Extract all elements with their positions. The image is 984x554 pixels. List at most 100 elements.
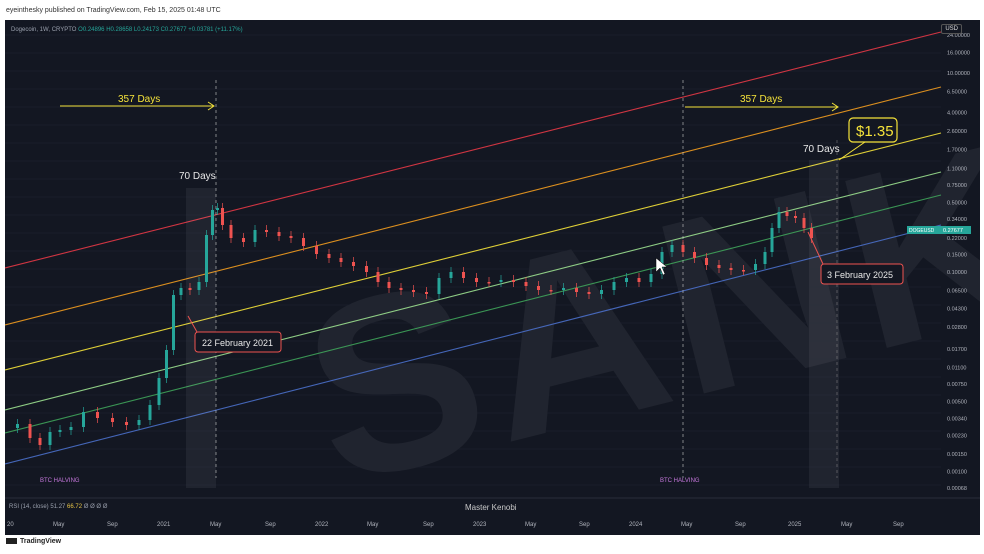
x-tick-label: Sep [265, 522, 276, 528]
x-tick-label: May [53, 522, 64, 528]
candle-body [253, 230, 257, 242]
y-tick-label: 0.00750 [947, 382, 967, 388]
candle-body [449, 272, 453, 278]
candle-body [205, 235, 208, 282]
legend-high: H0.28658 [106, 27, 133, 33]
x-tick-label: 20 [7, 522, 14, 528]
target-box [848, 117, 898, 143]
candle-body [785, 212, 789, 216]
candle-body [499, 280, 503, 282]
candle-body [742, 270, 745, 272]
rsi-label: RSI (14, close) [9, 504, 49, 510]
candle-body [48, 432, 52, 445]
candle-body [376, 272, 380, 282]
x-tick-label: May [210, 522, 221, 528]
candle-body [58, 430, 62, 432]
author-label: Master Kenobi [465, 503, 517, 512]
y-tick-label: 0.00340 [947, 416, 967, 422]
y-tick-label: 10.00000 [947, 71, 970, 77]
candle-body [172, 295, 175, 350]
y-tick-label: 0.02800 [947, 325, 967, 331]
legend-open: O0.24896 [78, 27, 105, 33]
chart-legend: Dogecoin, 1W, CRYPTO O0.24896 H0.28658 L… [11, 27, 243, 33]
candle-body [717, 265, 721, 268]
channel-line-0 [5, 31, 942, 269]
y-tick-label: 0.34000 [947, 217, 967, 223]
x-tick-label: 2023 [473, 522, 487, 528]
candle-body [327, 254, 331, 258]
candle-body [315, 246, 318, 254]
x-tick-label: May [367, 522, 378, 528]
halving-label-2020: BTC HALVING [40, 478, 80, 484]
channel-line-5 [5, 224, 942, 465]
candle-body [277, 232, 281, 236]
legend-close: C0.27677 [160, 27, 187, 33]
candle-body [754, 264, 757, 270]
candle-body [221, 208, 224, 225]
candle-body [810, 228, 813, 238]
candle-body [387, 282, 391, 288]
candle-body [38, 438, 42, 445]
candle-body [399, 288, 403, 290]
candle-body [537, 286, 540, 290]
callout-leader-b [807, 231, 824, 265]
range-70d-b [809, 160, 839, 488]
candle-body [705, 258, 708, 265]
candle-body [625, 278, 628, 282]
halving-label-2024: BTC HALVING [660, 478, 700, 484]
candle-body [339, 258, 343, 262]
candle-body [487, 282, 491, 284]
x-tick-label: Sep [579, 522, 590, 528]
label-70-days-b: 70 Days [803, 144, 840, 155]
candle-body [365, 266, 368, 272]
rsi-icons[interactable]: Ø Ø Ø Ø [83, 504, 108, 510]
x-tick-label: Sep [423, 522, 434, 528]
candle-body [575, 288, 578, 292]
rsi-value-2: 66.72 [67, 504, 83, 510]
arrowhead-357-b [831, 102, 839, 112]
chart-canvas[interactable]: SANKI24.0000016.0000010.000006.500004.00… [5, 20, 980, 535]
arrowhead-357-a [207, 101, 215, 111]
candle-body [265, 230, 268, 232]
candle-body [28, 424, 32, 438]
candle-body [612, 282, 616, 290]
target-price-label: $1.35 [856, 123, 894, 140]
x-tick-label: May [681, 522, 692, 528]
candle-body [670, 245, 674, 252]
y-tick-label: 0.22000 [947, 236, 967, 242]
y-tick-label: 0.06500 [947, 289, 967, 295]
y-tick-label: 1.10000 [947, 166, 967, 172]
y-tick-label: 0.01100 [947, 366, 966, 372]
currency-button[interactable]: USD [941, 24, 962, 34]
x-tick-label: 2021 [157, 522, 171, 528]
candle-body [302, 238, 305, 246]
channel-line-1 [5, 86, 942, 326]
candle-body [111, 418, 114, 422]
callout-leader-a [187, 315, 198, 333]
price-badge: 0.27677 [943, 228, 963, 234]
x-tick-label: 2022 [315, 522, 329, 528]
y-tick-label: 4.00000 [947, 111, 967, 117]
rsi-value-1: 51.27 [50, 504, 66, 510]
y-tick-label: 0.50000 [947, 200, 967, 206]
x-tick-label: Sep [893, 522, 904, 528]
candle-body [242, 238, 245, 242]
candle-body [16, 424, 19, 428]
candle-body [770, 228, 774, 252]
candle-body [587, 292, 591, 294]
legend-symbol: Dogecoin, 1W, CRYPTO [11, 27, 77, 33]
candle-body [137, 420, 141, 425]
candle-body [352, 262, 355, 266]
candle-body [165, 350, 168, 378]
callout-date-a: 22 February 2021 [202, 338, 273, 348]
x-tick-label: May [841, 522, 852, 528]
candle-body [802, 218, 806, 228]
tv-logo-icon [6, 538, 17, 545]
x-tick-label: May [525, 522, 536, 528]
price-chart[interactable]: SANKI 24.00000 16.00000 10.00000 6.50000 4.00… [5, 20, 980, 535]
candle-body [157, 378, 161, 405]
y-tick-label: 16.00000 [947, 51, 970, 57]
y-tick-label: 0.75000 [947, 183, 967, 189]
candle-body [512, 280, 515, 282]
x-tick-label: 2024 [629, 522, 643, 528]
